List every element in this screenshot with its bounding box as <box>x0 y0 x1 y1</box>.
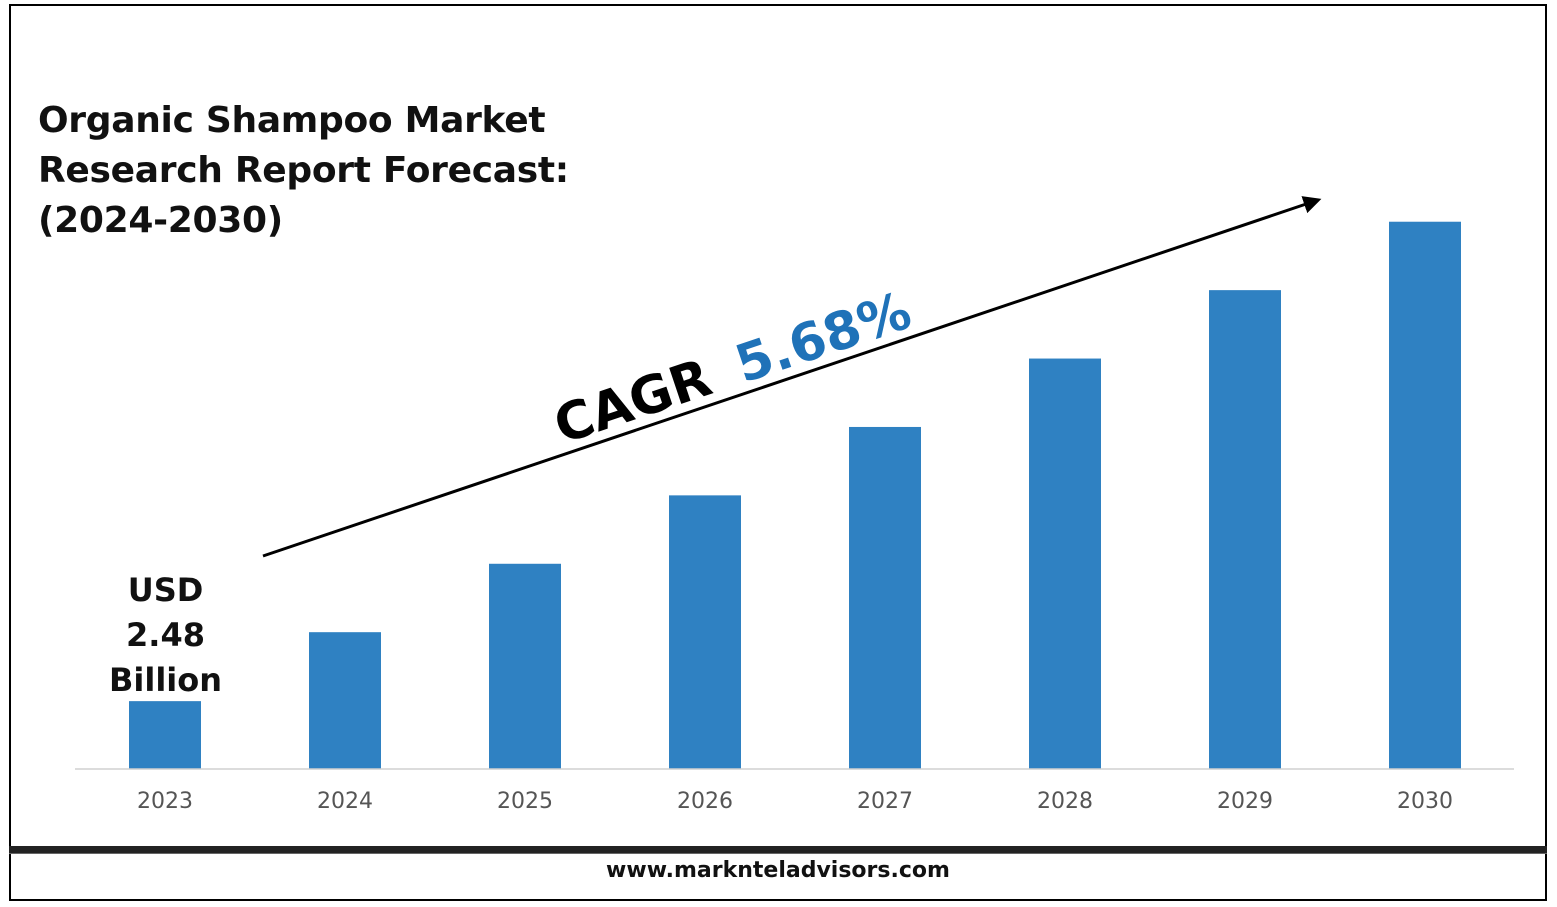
bars-group <box>129 221 1461 769</box>
cagr-label: CAGR <box>547 348 719 456</box>
bar-2028 <box>1029 358 1101 769</box>
bar-2024 <box>309 632 381 769</box>
x-tick-labels: 2023 2024 2025 2026 2027 2028 2029 2030 <box>137 789 1453 814</box>
chart-title-line-2: Research Report Forecast: <box>38 150 569 191</box>
x-tick-label-2023: 2023 <box>137 789 193 814</box>
bar-2030 <box>1389 221 1461 769</box>
x-tick-label-2026: 2026 <box>677 789 733 814</box>
footer-bar <box>9 846 1547 854</box>
chart-title: Organic Shampoo Market Research Report F… <box>38 96 569 246</box>
cagr-value: 5.68% <box>728 281 918 395</box>
chart-title-line-1: Organic Shampoo Market <box>38 100 546 141</box>
x-tick-label-2027: 2027 <box>857 789 913 814</box>
bar-2027 <box>849 426 921 769</box>
chart-title-line-3: (2024-2030) <box>38 200 283 241</box>
x-tick-label-2028: 2028 <box>1037 789 1093 814</box>
first-bar-value-label-line-3: Billion <box>108 661 223 699</box>
x-tick-label-2030: 2030 <box>1397 789 1453 814</box>
first-bar-value-label-line-1: USD <box>127 571 204 609</box>
trend-arrow <box>262 196 1322 558</box>
bar-2029 <box>1209 290 1281 769</box>
bar-2026 <box>669 495 741 769</box>
x-tick-label-2029: 2029 <box>1217 789 1273 814</box>
first-bar-value-label-line-2: 2.48 <box>126 616 205 654</box>
first-bar-value-label: USD 2.48 Billion <box>98 568 233 703</box>
bar-2025 <box>489 563 561 769</box>
x-tick-label-2024: 2024 <box>317 789 373 814</box>
chart-frame <box>9 4 1547 901</box>
footer-website: www.marknteladvisors.com <box>606 858 950 883</box>
bar-2023 <box>129 701 201 769</box>
x-tick-label-2025: 2025 <box>497 789 553 814</box>
